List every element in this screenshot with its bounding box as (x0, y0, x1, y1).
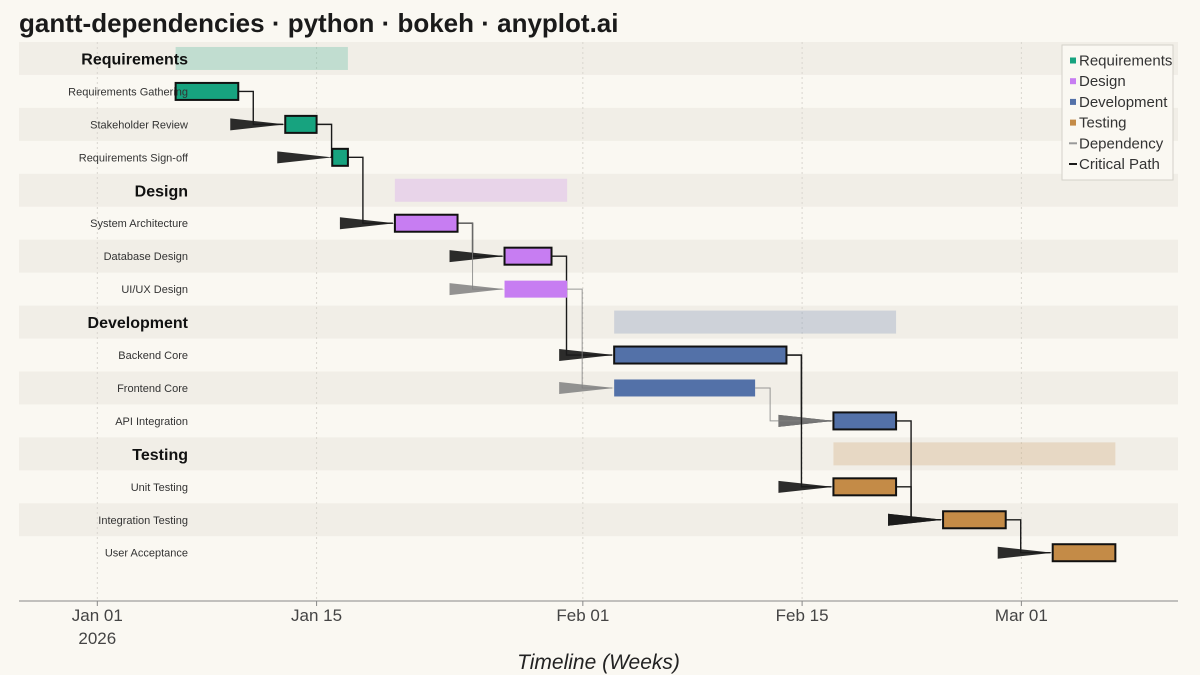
task-bar[interactable] (284, 114, 318, 134)
x-tick-label: Feb 15 (776, 606, 829, 625)
task-bar[interactable] (942, 510, 1007, 530)
task-label: Frontend Core (117, 383, 188, 395)
task-bar[interactable] (1051, 543, 1117, 563)
task-bar[interactable] (613, 345, 788, 365)
task-label: Integration Testing (98, 515, 188, 527)
legend: Requirements Design Development Testing Depe… (1061, 44, 1174, 181)
legend-label: Requirements (1079, 53, 1172, 70)
critical-dependency-arrowhead (339, 217, 395, 230)
task-label: Unit Testing (131, 482, 188, 494)
legend-swatch (1070, 57, 1076, 64)
task-bar[interactable] (832, 477, 898, 497)
x-tick-label: Feb 01 (556, 606, 609, 625)
critical-dependency-arrowhead (449, 250, 505, 263)
legend-label: Dependency (1079, 135, 1164, 152)
chart-title: gantt-dependencies · python · bokeh · an… (19, 8, 619, 38)
x-tick-label: Mar 01 (995, 606, 1048, 625)
row-band (19, 305, 1178, 339)
task-bar[interactable] (331, 147, 349, 167)
dependency-lines (230, 90, 1053, 559)
legend-label: Development (1079, 94, 1168, 111)
dependency-arrowhead (778, 414, 834, 427)
task-label: API Integration (115, 416, 188, 428)
x-axis-title: Timeline (Weeks) (517, 651, 680, 674)
task-bars (174, 81, 1117, 563)
grid-lines (96, 42, 1022, 601)
task-label: Requirements Gathering (68, 86, 188, 98)
row-band (19, 437, 1178, 471)
group-bar (614, 310, 897, 334)
task-label: Backend Core (118, 350, 188, 362)
row-band (19, 239, 1178, 273)
x-axis: Jan 01 2026 Jan 15 Feb 01 Feb 15 Mar 01 (19, 600, 1178, 648)
group-label: Testing (132, 447, 188, 464)
task-bar[interactable] (393, 213, 459, 233)
group-label: Development (88, 315, 189, 332)
legend-label: Testing (1079, 115, 1127, 132)
group-bar (175, 46, 348, 70)
task-label: UI/UX Design (121, 284, 188, 296)
critical-dependency-arrowhead (277, 151, 333, 164)
group-bar (394, 178, 568, 202)
x-tick-label: Jan 01 (72, 606, 123, 625)
task-bar[interactable] (174, 81, 240, 101)
task-bar[interactable] (504, 280, 568, 298)
task-bar[interactable] (614, 379, 756, 397)
x-tick-sublabel: 2026 (78, 629, 116, 648)
critical-dependency-arrowhead (230, 118, 286, 131)
row-band (19, 173, 1178, 207)
row-bands (19, 42, 1178, 537)
task-label: Stakeholder Review (90, 119, 188, 131)
group-label: Design (135, 183, 188, 200)
dependency-arrowhead (449, 283, 505, 296)
group-bar (833, 442, 1116, 466)
task-bar[interactable] (503, 246, 553, 266)
group-bars (175, 46, 1116, 466)
row-band (19, 42, 1178, 75)
legend-label: Critical Path (1079, 156, 1160, 173)
row-labels: Requirements Requirements Gathering Stakeh… (68, 51, 189, 559)
legend-label: Design (1079, 73, 1126, 90)
legend-box (1061, 44, 1174, 181)
row-band (19, 107, 1178, 141)
group-label: Requirements (81, 51, 188, 68)
critical-dependency-arrowhead (888, 513, 944, 526)
task-label: Requirements Sign-off (79, 152, 189, 164)
legend-swatch (1070, 98, 1076, 105)
task-label: Database Design (104, 251, 188, 263)
legend-swatch (1070, 78, 1076, 85)
critical-dependency-arrowhead (997, 546, 1053, 559)
x-tick-label: Jan 15 (291, 606, 342, 625)
task-bar[interactable] (832, 411, 898, 431)
legend-swatch (1070, 119, 1076, 126)
task-label: User Acceptance (105, 548, 188, 560)
critical-dependency-arrowhead (559, 349, 615, 362)
dependency-arrowhead (559, 381, 615, 394)
task-label: System Architecture (90, 218, 188, 230)
critical-dependency-arrowhead (778, 480, 834, 493)
